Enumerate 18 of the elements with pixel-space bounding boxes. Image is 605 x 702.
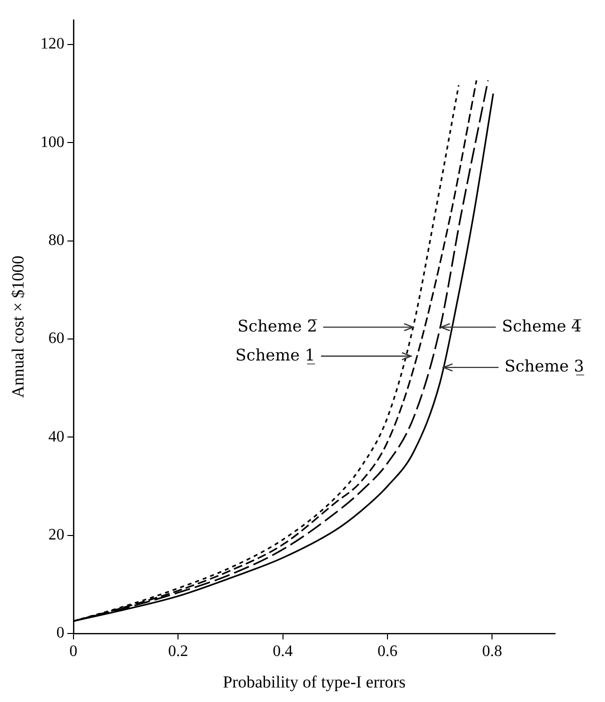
- y-tick-label: 80: [48, 232, 64, 250]
- y-tick-label: 60: [48, 330, 64, 348]
- y-tick-label: 20: [48, 526, 64, 544]
- annotation: Scheme 4̅: [502, 316, 582, 336]
- x-tick-label: 0: [69, 643, 78, 660]
- x-tick-label: 0.8: [482, 643, 502, 660]
- x-tick-label: 0.2: [168, 643, 188, 660]
- y-axis-title: Annual cost × $1000: [8, 256, 28, 398]
- y-tick-label: 0: [56, 624, 64, 642]
- annotation: Scheme 1̲: [235, 345, 316, 364]
- annotation: Scheme 2̅: [238, 316, 318, 336]
- y-tick-label: 100: [40, 134, 64, 151]
- x-axis-title: Probability of type-I errors: [222, 672, 406, 692]
- annotation: Scheme 3̲: [504, 356, 584, 376]
- y-tick-label: 120: [40, 36, 64, 53]
- x-tick-label: 0.4: [272, 643, 293, 660]
- x-tick-label: 0.6: [377, 643, 398, 660]
- y-tick-label: 40: [48, 428, 64, 446]
